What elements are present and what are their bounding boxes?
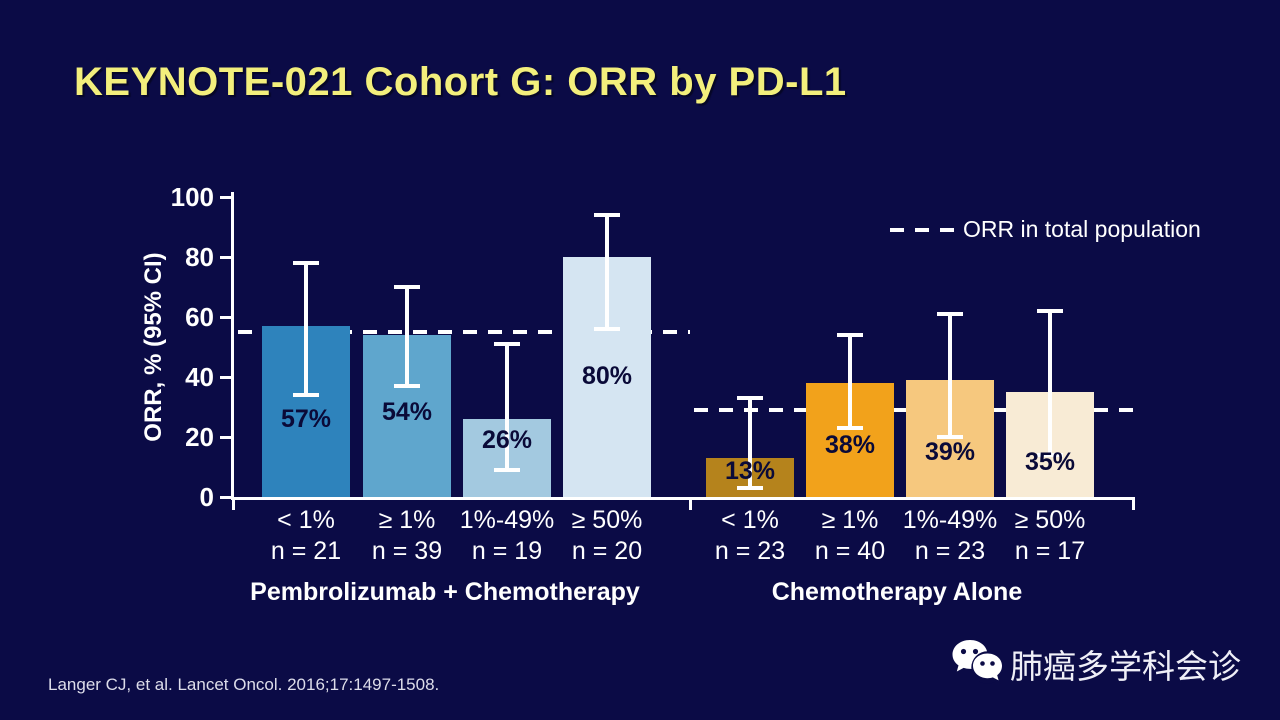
x-axis-tick [1132, 497, 1135, 510]
legend-dashed-line-icon [890, 228, 956, 232]
citation-text: Langer CJ, et al. Lancet Oncol. 2016;17:… [48, 675, 440, 694]
category-label: 1%-49% [459, 506, 555, 534]
y-axis-tick [220, 256, 232, 259]
y-axis-tick-label: 20 [185, 422, 214, 452]
y-axis-line [231, 192, 234, 500]
error-bar-cap-bottom [394, 384, 420, 388]
n-label: n = 39 [371, 537, 443, 565]
x-axis-line [233, 497, 1135, 500]
n-label: n = 23 [914, 537, 986, 565]
wechat-account-name: 肺癌多学科会诊 [1010, 648, 1241, 685]
wechat-badge: 肺癌多学科会诊 [948, 632, 1268, 694]
error-bar-line [605, 215, 609, 329]
bar-value-label: 13% [724, 456, 776, 485]
category-label: < 1% [721, 506, 779, 534]
error-bar-line [948, 314, 952, 437]
x-axis-tick [689, 497, 692, 510]
error-bar-cap-bottom [494, 468, 520, 472]
group-label-chemotherapy-alone: Chemotherapy Alone [771, 578, 1023, 606]
x-axis-tick [232, 497, 235, 510]
bar-value-label: 54% [381, 397, 433, 426]
error-bar-cap-top [937, 312, 963, 316]
error-bar-cap-top [594, 213, 620, 217]
bar-value-label: 80% [581, 362, 633, 390]
reference-line-pembro [238, 330, 690, 334]
error-bar-cap-top [737, 396, 763, 400]
n-label: n = 40 [814, 537, 886, 565]
error-bar-cap-top [1037, 309, 1063, 313]
error-bar-cap-top [293, 261, 319, 265]
bar-value-label: 39% [924, 437, 976, 466]
error-bar-line [304, 263, 308, 395]
wechat-logo-icon [952, 640, 1004, 684]
n-label: n = 20 [571, 537, 643, 565]
category-label: < 1% [277, 506, 335, 534]
error-bar-cap-top [494, 342, 520, 346]
bar-value-label: 57% [280, 405, 332, 434]
bar-value-label: 38% [824, 430, 876, 459]
category-label: ≥ 1% [378, 506, 436, 534]
y-axis-tick [220, 316, 232, 319]
category-label: 1%-49% [902, 506, 998, 534]
n-label: n = 21 [270, 537, 342, 565]
y-axis-tick-label: 0 [199, 482, 214, 512]
y-axis-tick-label: 60 [185, 302, 214, 332]
error-bar-cap-bottom [293, 393, 319, 397]
error-bar-line [1048, 311, 1052, 455]
category-label: ≥ 50% [571, 506, 643, 534]
error-bar-cap-top [837, 333, 863, 337]
error-bar-line [748, 398, 752, 488]
error-bar-cap-bottom [937, 435, 963, 439]
n-label: n = 19 [471, 537, 543, 565]
error-bar-cap-bottom [737, 486, 763, 490]
bar-value-label: 35% [1024, 448, 1076, 477]
bar-value-label: 26% [481, 425, 533, 454]
category-label: ≥ 1% [821, 506, 879, 534]
y-axis-tick-label: 100 [170, 182, 214, 212]
y-axis-tick [220, 196, 232, 199]
error-bar-cap-bottom [594, 327, 620, 331]
legend-label: ORR in total population [963, 216, 1201, 242]
y-axis-tick-label: 40 [185, 362, 214, 392]
y-axis-tick [220, 376, 232, 379]
slide-title: KEYNOTE-021 Cohort G: ORR by PD-L1 [74, 60, 847, 104]
n-label: n = 23 [714, 537, 786, 565]
error-bar-cap-top [394, 285, 420, 289]
y-axis-tick-label: 80 [185, 242, 214, 272]
error-bar-cap-bottom [837, 426, 863, 430]
y-axis-tick [220, 436, 232, 439]
error-bar-line [405, 287, 409, 386]
category-label: ≥ 50% [1014, 506, 1086, 534]
y-axis-tick [220, 496, 232, 499]
n-label: n = 17 [1014, 537, 1086, 565]
error-bar-line [848, 335, 852, 428]
group-label-pembrolizumab-chemotherapy: Pembrolizumab + Chemotherapy [250, 578, 640, 606]
error-bar-cap-bottom [1037, 453, 1063, 457]
error-bar-line [505, 344, 509, 470]
